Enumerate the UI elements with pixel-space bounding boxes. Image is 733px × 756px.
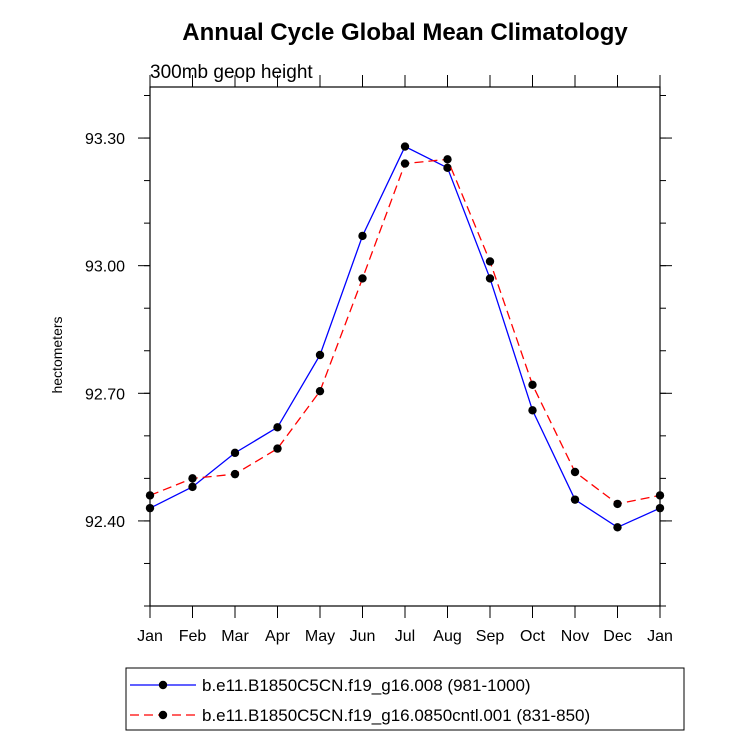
chart-subtitle: 300mb geop height	[150, 62, 313, 83]
data-point	[485, 274, 495, 283]
x-tick-label: Nov	[561, 628, 589, 645]
data-point	[358, 231, 367, 241]
data-point	[315, 350, 325, 360]
data-point	[443, 155, 452, 164]
data-point	[570, 467, 580, 477]
data-point	[400, 142, 410, 151]
y-tick-label: 92.70	[85, 386, 125, 403]
legend-marker	[158, 680, 168, 690]
data-point	[655, 491, 665, 500]
data-point	[443, 163, 452, 173]
data-point	[400, 159, 410, 168]
data-point	[315, 386, 325, 396]
x-tick-label: Apr	[265, 628, 291, 645]
y-tick-label: 93.00	[85, 259, 125, 276]
x-tick-label: Jan	[647, 628, 673, 645]
y-axis-label: hectometers	[49, 316, 65, 393]
y-tick-label: 93.30	[85, 131, 125, 148]
legend: b.e11.B1850C5CN.f19_g16.008 (981-1000) b.…	[130, 676, 590, 725]
data-point	[273, 444, 282, 453]
series-line	[149, 158, 661, 505]
x-tick-label: Jul	[395, 628, 415, 645]
x-tick-label: Dec	[603, 628, 631, 645]
legend-marker	[158, 710, 168, 720]
legend-box	[125, 667, 685, 731]
data-point	[230, 469, 240, 479]
y-tick-label: 92.40	[85, 514, 125, 531]
data-point	[188, 474, 197, 483]
x-tick-label: Oct	[520, 628, 545, 645]
data-point	[570, 495, 580, 504]
data-point	[655, 503, 665, 513]
data-point	[145, 503, 155, 513]
data-point	[273, 423, 282, 432]
x-tick-label: Mar	[221, 628, 249, 645]
data-point	[613, 499, 622, 509]
series-line	[149, 145, 661, 529]
data-point	[188, 482, 197, 492]
legend-label: b.e11.B1850C5CN.f19_g16.0850cntl.001 (83…	[202, 706, 590, 725]
data-point	[613, 523, 622, 532]
data-point	[485, 257, 495, 266]
x-tick-label: Jan	[137, 628, 163, 645]
series-layer	[145, 142, 665, 532]
data-point	[528, 406, 537, 415]
legend-label: b.e11.B1850C5CN.f19_g16.008 (981-1000)	[202, 676, 531, 695]
axis-ticks: Jan Feb Mar Apr May Jun Jul Aug Sep Oct Nov Dec Jan 9…	[85, 75, 673, 645]
x-tick-label: Feb	[179, 628, 207, 645]
data-point	[145, 491, 155, 500]
data-point	[358, 274, 367, 283]
x-tick-label: Sep	[476, 628, 505, 645]
x-tick-label: May	[305, 628, 335, 645]
data-point	[528, 380, 537, 389]
x-tick-label: Aug	[433, 628, 461, 645]
x-tick-label: Jun	[350, 628, 376, 645]
chart-title: Annual Cycle Global Mean Climatology	[182, 19, 628, 46]
data-point	[230, 448, 240, 458]
